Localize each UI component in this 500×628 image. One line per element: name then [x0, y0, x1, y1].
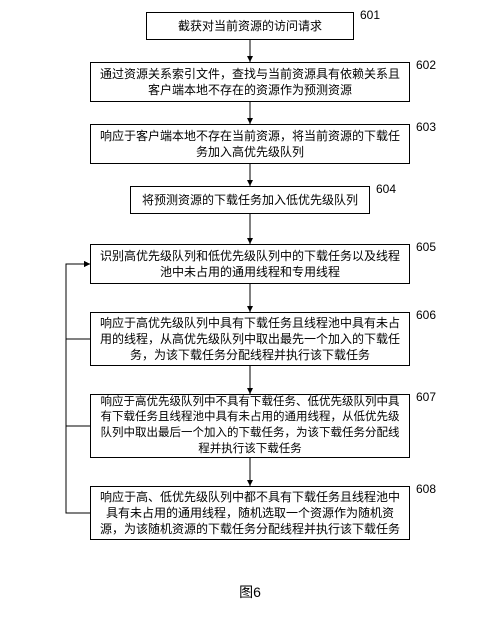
flow-node-n603: 响应于客户端本地不存在当前资源，将当前资源的下载任务加入高优先级队列: [90, 124, 410, 164]
flow-node-n607: 响应于高优先级队列中不具有下载任务、低优先级队列中具有下载任务且线程池中具有未占…: [90, 394, 410, 458]
flow-node-number-n607: 607: [416, 390, 436, 404]
flow-node-number-n606: 606: [416, 308, 436, 322]
flow-node-number-n603: 603: [416, 120, 436, 134]
flow-node-n608: 响应于高、低优先级队列中都不具有下载任务且线程池中具有未占用的通用线程，随机选取…: [90, 486, 410, 540]
flow-node-number-n604: 604: [376, 182, 396, 196]
flowchart-canvas: 截获对当前资源的访问请求 601 通过资源关系索引文件，查找与当前资源具有依赖关系且…: [0, 0, 500, 628]
flow-node-number-n608: 608: [416, 482, 436, 496]
flow-node-n606: 响应于高优先级队列中具有下载任务且线程池中具有未占用的线程，从高优先级队列中取出…: [90, 312, 410, 366]
flow-node-number-n602: 602: [416, 58, 436, 72]
flow-node-n605: 识别高优先级队列和低优先级队列中的下载任务以及线程池中未占用的通用线程和专用线程: [90, 244, 410, 284]
flow-node-n601: 截获对当前资源的访问请求: [146, 12, 354, 40]
figure-caption: 图6: [0, 582, 500, 602]
flow-node-n602: 通过资源关系索引文件，查找与当前资源具有依赖关系且客户端本地不存在的资源作为预测…: [90, 62, 410, 102]
flow-node-n604: 将预测资源的下载任务加入低优先级队列: [130, 186, 370, 214]
flow-node-number-n601: 601: [360, 8, 380, 22]
flow-node-number-n605: 605: [416, 240, 436, 254]
